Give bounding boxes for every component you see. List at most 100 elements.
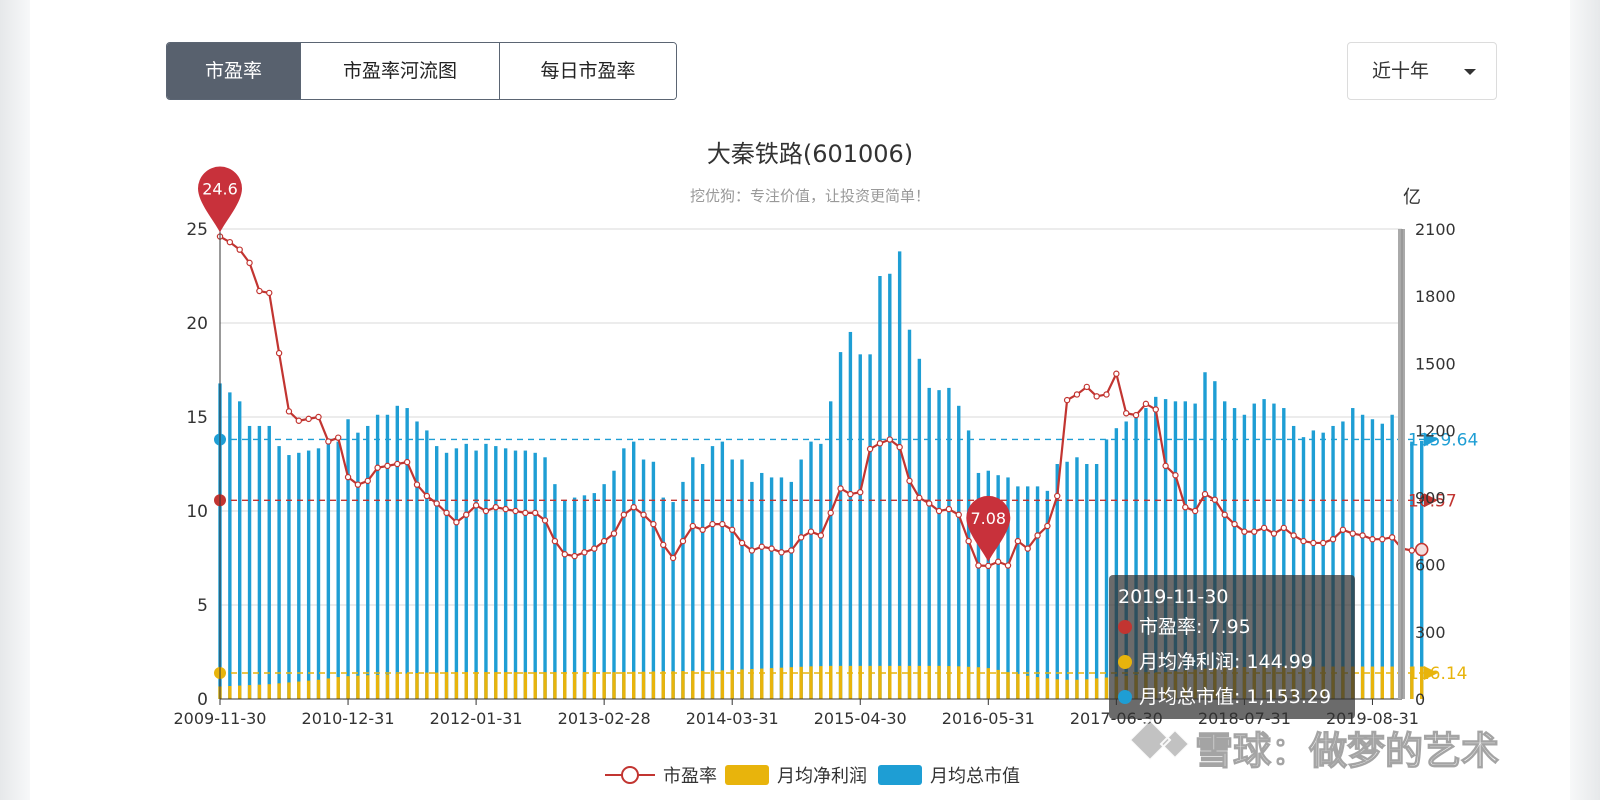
- net-profit-bar: [976, 667, 981, 699]
- market-cap-bar: [257, 425, 262, 699]
- net-profit-bar: [1331, 666, 1335, 699]
- pe-point: [502, 505, 509, 513]
- market-cap-bar: [622, 448, 626, 699]
- net-profit-bar: [700, 670, 705, 699]
- net-profit-bar: [809, 666, 813, 699]
- range-select[interactable]: 近十年: [1347, 42, 1497, 100]
- market-cap-bar: [700, 464, 705, 699]
- pe-point: [344, 473, 352, 481]
- market-cap-bar: [1016, 486, 1020, 699]
- net-profit-bar: [681, 671, 685, 699]
- x-axis-tick-label: 2010-12-31: [302, 709, 395, 728]
- pe-point: [482, 507, 490, 515]
- net-profit-bar: [1104, 677, 1109, 699]
- market-cap-bar: [415, 421, 419, 699]
- net-profit-bar: [1291, 666, 1296, 699]
- right-axis-tick-label: 2100: [1415, 220, 1456, 239]
- net-profit-bar: [848, 665, 853, 699]
- tab-pe-river[interactable]: 市盈率河流图: [301, 43, 500, 99]
- market-cap-bar: [1203, 372, 1207, 699]
- pe-point: [729, 526, 736, 534]
- pe-point: [591, 545, 598, 552]
- net-profit-bar: [1420, 666, 1424, 699]
- pe-point: [561, 551, 568, 558]
- pe-point: [994, 558, 1002, 565]
- pe-point: [472, 502, 480, 509]
- net-profit-bar: [779, 667, 784, 699]
- pe-point: [758, 543, 765, 550]
- market-cap-bar: [435, 446, 439, 699]
- net-profit-bar: [1390, 666, 1394, 699]
- net-profit-bar: [484, 672, 488, 699]
- pe-point: [305, 415, 312, 423]
- net-profit-bar: [1400, 666, 1404, 699]
- market-cap-bar: [503, 448, 508, 699]
- pe-point: [866, 445, 874, 453]
- pe-point: [1103, 391, 1110, 398]
- pe-point: [1398, 545, 1406, 552]
- market-cap-bar: [474, 450, 478, 699]
- net-profit-bar: [336, 677, 340, 699]
- pe-point: [768, 545, 775, 552]
- net-profit-bar: [533, 672, 537, 699]
- pe-point: [1083, 383, 1091, 391]
- market-cap-bar: [297, 452, 301, 699]
- net-profit-bar: [897, 665, 902, 699]
- net-profit-bar: [1232, 667, 1237, 699]
- pe-point: [551, 537, 559, 545]
- pe-point: [650, 520, 657, 528]
- market-cap-bar: [287, 455, 291, 699]
- market-cap-bar: [1134, 414, 1138, 699]
- pe-point: [1142, 400, 1150, 408]
- net-profit-bar: [346, 676, 350, 699]
- market-cap-bar: [1045, 490, 1050, 699]
- pe-point: [1300, 537, 1307, 545]
- net-profit-bar: [1351, 666, 1355, 699]
- market-cap-bar: [454, 448, 459, 699]
- market-cap-bar: [1390, 414, 1394, 699]
- right-axis-tick-label: 900: [1415, 489, 1446, 508]
- legend-label: 市盈率: [663, 766, 717, 787]
- net-profit-bar: [769, 668, 774, 699]
- tooltip-dot: [1118, 655, 1132, 669]
- market-cap-bar: [336, 441, 340, 699]
- pe-point: [640, 511, 647, 518]
- pe-point: [620, 511, 628, 518]
- legend-cap-icon: [878, 765, 922, 785]
- net-profit-bar: [1223, 667, 1227, 699]
- market-cap-bar: [986, 470, 990, 699]
- market-cap-bar: [1380, 423, 1384, 699]
- market-cap-bar: [957, 405, 961, 699]
- net-profit-bar: [1370, 666, 1375, 699]
- pe-point: [1231, 520, 1238, 528]
- market-cap-bar: [316, 448, 321, 699]
- net-profit-bar: [444, 672, 449, 699]
- market-cap-bar: [1213, 381, 1217, 699]
- market-cap-bar: [346, 419, 350, 699]
- market-cap-bar: [1400, 432, 1404, 699]
- net-profit-bar: [966, 666, 971, 699]
- market-cap-bar: [750, 481, 754, 699]
- net-profit-bar: [1154, 673, 1158, 699]
- market-cap-bar: [366, 425, 370, 699]
- market-cap-bar: [612, 470, 616, 699]
- pe-point: [1172, 472, 1179, 479]
- pe-point: [1329, 536, 1337, 543]
- pe-point: [364, 477, 371, 485]
- market-cap-bar: [494, 446, 498, 699]
- reference-line-start-dot: [214, 433, 226, 446]
- net-profit-bar: [819, 666, 823, 699]
- pe-point: [374, 464, 381, 471]
- net-profit-bar: [602, 672, 606, 699]
- pe-point: [669, 554, 677, 562]
- chart-title: 大秦铁路(601006): [707, 140, 913, 168]
- net-profit-bar: [1252, 666, 1256, 699]
- pe-point: [394, 460, 401, 468]
- net-profit-bar: [316, 679, 321, 699]
- tab-daily-pe[interactable]: 每日市盈率: [500, 43, 676, 99]
- market-cap-bar: [563, 499, 567, 699]
- tab-pe[interactable]: 市盈率: [167, 43, 301, 99]
- net-profit-bar: [1045, 678, 1050, 699]
- market-cap-bar: [405, 408, 409, 699]
- net-profit-bar: [868, 665, 872, 699]
